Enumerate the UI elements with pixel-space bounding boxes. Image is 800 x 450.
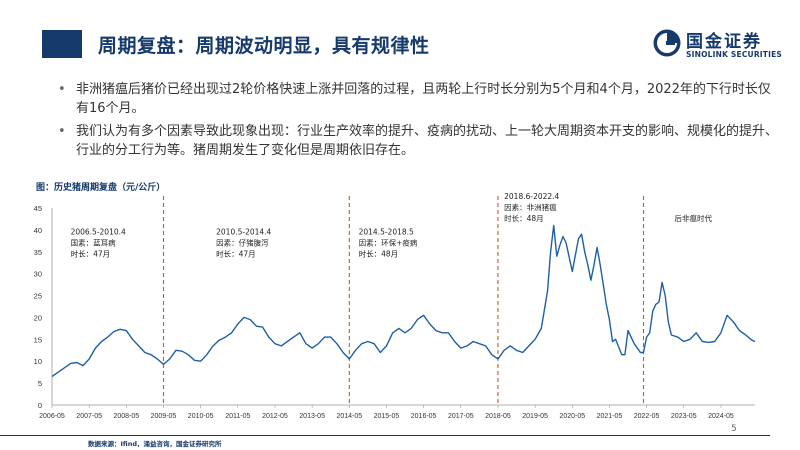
cycle-annotation-cycle2: 因素：仔猪腹泻 xyxy=(216,237,269,247)
page-title: 周期复盘：周期波动明显，具有规律性 xyxy=(98,35,430,57)
x-tick-label: 2006-05 xyxy=(39,413,65,420)
x-tick-label: 2011-05 xyxy=(225,413,250,420)
logo-mark-icon xyxy=(653,29,681,57)
y-tick-label: 35 xyxy=(34,248,42,257)
y-tick-label: 45 xyxy=(34,204,42,213)
logo-english-name: SINOLINK SECURITIES xyxy=(686,50,783,59)
chart-title: 图：历史猪周期复盘（元/公斤） xyxy=(36,183,166,193)
y-tick-label: 15 xyxy=(34,335,42,344)
page-number: 5 xyxy=(731,424,737,434)
title-accent-bar xyxy=(42,30,82,58)
x-tick-label: 2008-05 xyxy=(113,413,139,420)
x-tick-label: 2021-05 xyxy=(597,413,623,420)
cycle-annotation-cycle3: 因素：环保+疫病 xyxy=(359,237,418,247)
x-tick-label: 2010-05 xyxy=(188,413,214,420)
y-tick-label: 10 xyxy=(34,357,42,366)
x-tick-label: 2009-05 xyxy=(151,413,177,420)
y-tick-label: 25 xyxy=(34,292,42,301)
x-tick-label: 2016-05 xyxy=(411,413,437,420)
footer-divider xyxy=(0,435,770,436)
cycle-annotation-cycle4: 2018.6-2022.4 xyxy=(504,192,559,201)
cycle-annotation-cycle4: 因素：非洲猪瘟 xyxy=(504,202,557,212)
price-series-line xyxy=(51,224,756,378)
cycle-annotation-cycle2: 2010.5-2014.4 xyxy=(216,227,271,236)
cycle-annotation-cycle2: 时长：47月 xyxy=(216,248,256,258)
x-tick-label: 2014-05 xyxy=(336,413,362,420)
x-tick-label: 2015-05 xyxy=(374,413,400,420)
bullet-item: 我们认为有多个因素导致此现象出现：行业生产效率的提升、疫病的扰动、上一轮大周期资… xyxy=(58,122,778,160)
cycle-annotation-cycle5: 后非瘟时代 xyxy=(674,213,712,223)
x-tick-label: 2017-05 xyxy=(448,413,474,420)
company-logo: 国金证券 SINOLINK SECURITIES xyxy=(652,28,792,64)
x-tick-label: 2024-05 xyxy=(708,413,734,420)
logo-chinese-name: 国金证券 xyxy=(686,32,762,52)
cycle-annotation-cycle3: 2014.5-2018.5 xyxy=(359,227,414,236)
bullet-item: 非洲猪瘟后猪价已经出现过2轮价格快速上涨并回落的过程，且两轮上行时长分别为5个月… xyxy=(58,80,778,118)
cycle-annotation-cycle1: 2006.5-2010.4 xyxy=(71,227,126,236)
x-tick-label: 2020-05 xyxy=(559,413,585,420)
x-tick-label: 2007-05 xyxy=(76,413,102,420)
x-tick-label: 2018-05 xyxy=(485,413,511,420)
x-tick-label: 2023-05 xyxy=(671,413,697,420)
cycle-annotation-cycle4: 时长：48月 xyxy=(504,213,544,223)
x-tick-label: 2019-05 xyxy=(522,413,548,420)
x-tick-label: 2012-05 xyxy=(262,413,288,420)
y-tick-label: 0 xyxy=(38,401,42,410)
x-tick-label: 2013-05 xyxy=(299,413,325,420)
y-tick-label: 5 xyxy=(38,379,42,388)
x-tick-label: 2022-05 xyxy=(634,413,660,420)
cycle-annotation-cycle3: 时长：48月 xyxy=(359,248,399,258)
y-tick-label: 20 xyxy=(34,313,42,322)
cycle-annotation-cycle1: 时长：47月 xyxy=(71,248,111,258)
y-tick-label: 30 xyxy=(34,270,42,279)
data-source: 数据来源：Ifind，涌益咨询，国金证券研究所 xyxy=(88,440,222,448)
y-tick-label: 40 xyxy=(34,226,42,235)
bullet-list: 非洲猪瘟后猪价已经出现过2轮价格快速上涨并回落的过程，且两轮上行时长分别为5个月… xyxy=(58,80,778,164)
cycle-annotation-cycle1: 国素：蓝耳病 xyxy=(71,237,116,247)
